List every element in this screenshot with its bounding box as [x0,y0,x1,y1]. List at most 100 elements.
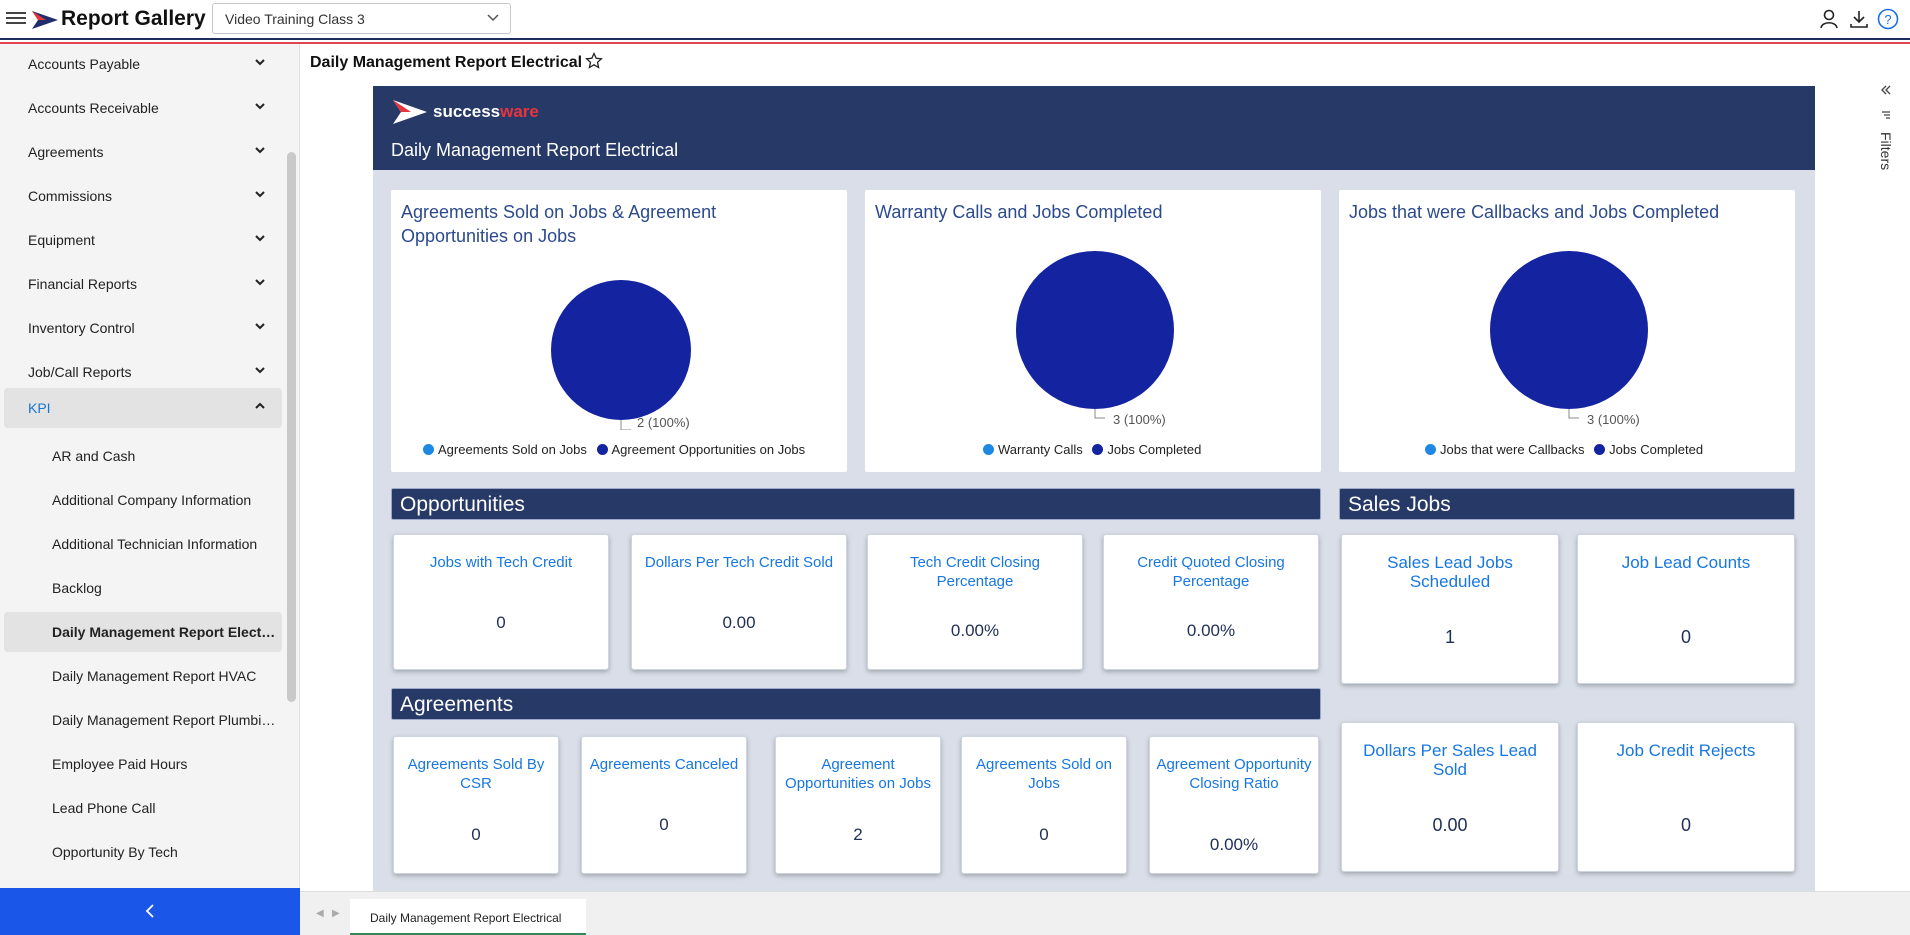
pie-data-label: 3 (100%) [1113,412,1166,427]
tab-label: Daily Management Report Electrical [370,911,562,925]
pie-slice-agreement-opportunities-on-jobs[interactable] [551,280,691,420]
kpi-value: 0 [496,613,506,632]
kpi-card-sales-lead-jobs-scheduled[interactable]: Sales Lead Jobs Scheduled 1 [1341,534,1559,684]
kpi-value: 0.00% [1186,621,1236,640]
kpi-card-agreements-canceled[interactable]: Agreements Canceled 0 [581,736,747,874]
sidebar-group-label: Inventory Control [28,320,135,336]
sidebar-group-financial-reports[interactable]: Financial Reports [4,264,282,304]
sidebar: Accounts Payable Accounts Receivable Agr… [0,44,300,891]
filters-pane-toggle[interactable]: Filters [1870,84,1910,244]
tab-scroll-right-icon[interactable]: ▶ [332,908,340,919]
section-title: Opportunities [400,493,525,516]
kpi-card-tech-credit-closing-percentage[interactable]: Tech Credit Closing Percentage 0.00% [867,534,1083,670]
sidebar-item-backlog[interactable]: Backlog [4,568,282,608]
kpi-value: 0.00 [722,613,756,632]
kpi-title: Job Lead Counts [1621,553,1751,572]
pie-chart[interactable] [541,270,701,430]
tab-daily-management-report-electrical[interactable]: Daily Management Report Electrical [350,899,586,935]
sidebar-item-label: Daily Management Report Plumbing [52,712,276,728]
sidebar-group-accounts-receivable[interactable]: Accounts Receivable [4,88,282,128]
sidebar-group-equipment[interactable]: Equipment [4,220,282,260]
pie-chart[interactable] [1013,250,1177,420]
chart-card-callbacks: Jobs that were Callbacks and Jobs Comple… [1339,190,1795,472]
sidebar-group-kpi[interactable]: KPI [4,388,282,428]
sidebar-item-daily-management-report-hvac[interactable]: Daily Management Report HVAC [4,656,282,696]
kpi-title: Sales Lead Jobs Scheduled [1387,553,1513,591]
sidebar-item-label: Additional Technician Information [52,536,258,552]
user-icon[interactable] [1818,8,1840,30]
sidebar-group-commissions[interactable]: Commissions [4,176,282,216]
kpi-value: 0 [1680,627,1691,647]
legend-dot-icon [596,444,608,455]
chart-title: Jobs that were Callbacks and Jobs Comple… [1349,202,1720,222]
tab-scroll-left-icon[interactable]: ◀ [316,908,324,919]
kpi-title: Credit Quoted Closing Percentage [1137,554,1285,590]
kpi-title: Dollars Per Tech Credit Sold [644,554,834,571]
help-icon[interactable]: ? [1877,8,1899,30]
download-icon[interactable] [1848,8,1870,30]
chart-title: Warranty Calls and Jobs Completed [875,202,1163,222]
kpi-value: 0 [1680,815,1691,835]
report-canvas: successware Daily Management Report Elec… [373,86,1815,892]
kpi-card-dollars-per-tech-credit-sold[interactable]: Dollars Per Tech Credit Sold 0.00 [631,534,847,670]
page-tabs-bar: ◀ ▶ Daily Management Report Electrical [300,891,1910,935]
kpi-card-jobs-with-tech-credit[interactable]: Jobs with Tech Credit 0 [393,534,609,670]
sidebar-group-inventory-control[interactable]: Inventory Control [4,308,282,348]
sidebar-group-label: Accounts Receivable [28,100,159,116]
legend-dot-icon [1425,444,1436,455]
sidebar-item-label: AR and Cash [52,448,136,464]
kpi-title: Agreement Opportunities on Jobs [785,756,931,792]
kpi-title: Job Credit Rejects [1616,741,1756,760]
sidebar-item-opportunity-by-tech[interactable]: Opportunity By Tech [4,832,282,872]
app-title: Report Gallery [61,7,206,30]
sidebar-item-lead-phone-call[interactable]: Lead Phone Call [4,788,282,828]
sidebar-group-job-call-reports[interactable]: Job/Call Reports [4,352,282,392]
sidebar-item-additional-technician-information[interactable]: Additional Technician Information [4,524,282,564]
kpi-value: 1 [1444,627,1455,647]
sidebar-item-ar-and-cash[interactable]: AR and Cash [4,436,282,476]
sidebar-group-accounts-payable[interactable]: Accounts Payable [4,44,282,84]
kpi-title: Agreements Sold By CSR [407,756,545,792]
chevron-down-icon [487,14,499,22]
sidebar-item-daily-management-report-electrical[interactable]: Daily Management Report Electrical [4,612,282,652]
sidebar-item-employee-paid-hours[interactable]: Employee Paid Hours [4,744,282,784]
filters-label: Filters [1878,132,1894,171]
legend-item: Agreements Sold on Jobs [423,442,587,457]
chart-title: Agreements Sold on Jobs & Agreement Oppo… [401,202,717,246]
favorite-star-icon[interactable] [585,52,603,70]
report-header-subtitle: Daily Management Report Electrical [391,140,679,160]
double-chevron-left-icon [1881,85,1891,95]
hamburger-menu-icon[interactable] [6,9,26,27]
sidebar-group-label: Job/Call Reports [28,364,132,380]
kpi-card-job-lead-counts[interactable]: Job Lead Counts 0 [1577,534,1795,684]
section-title: Sales Jobs [1348,493,1451,516]
kpi-card-dollars-per-sales-lead-sold[interactable]: Dollars Per Sales Lead Sold 0.00 [1341,722,1559,872]
sidebar-item-additional-company-information[interactable]: Additional Company Information [4,480,282,520]
kpi-card-agreement-opportunities-on-jobs[interactable]: Agreement Opportunities on Jobs 2 [775,736,941,874]
chevron-down-icon [255,59,265,66]
kpi-card-agreements-sold-by-csr[interactable]: Agreements Sold By CSR 0 [393,736,559,874]
sidebar-item-daily-management-report-plumbing[interactable]: Daily Management Report Plumbing [4,700,282,740]
kpi-card-credit-quoted-closing-percentage[interactable]: Credit Quoted Closing Percentage 0.00% [1103,534,1319,670]
chart-legend: Agreements Sold on Jobs Agreement Opport… [423,442,811,457]
kpi-value: 0 [471,825,481,844]
brand-name: successware [433,102,539,121]
chart-legend: Jobs that were Callbacks Jobs Completed [1425,442,1709,457]
pie-slice-jobs-completed[interactable] [1016,251,1174,409]
sidebar-collapse-button[interactable] [0,888,300,935]
pie-chart[interactable] [1487,250,1651,420]
pie-slice-jobs-completed[interactable] [1490,251,1648,409]
chart-card-warranty: Warranty Calls and Jobs Completed 3 (100… [865,190,1321,472]
section-header-sales-jobs: Sales Jobs [1339,488,1795,520]
chevron-down-icon [255,147,265,154]
kpi-card-agreements-sold-on-jobs[interactable]: Agreements Sold on Jobs 0 [961,736,1127,874]
workspace-select[interactable]: Video Training Class 3 [212,3,511,34]
filter-icon [1882,111,1890,119]
page-title: Daily Management Report Electrical [310,54,583,71]
sidebar-group-agreements[interactable]: Agreements [4,132,282,172]
sidebar-scrollbar[interactable] [287,152,296,702]
kpi-card-agreement-opportunity-closing-ratio[interactable]: Agreement Opportunity Closing Ratio 0.00… [1149,736,1319,874]
kpi-card-job-credit-rejects[interactable]: Job Credit Rejects 0 [1577,722,1795,872]
sidebar-group-label: Agreements [28,144,104,160]
sidebar-item-label: Lead Phone Call [52,800,156,816]
